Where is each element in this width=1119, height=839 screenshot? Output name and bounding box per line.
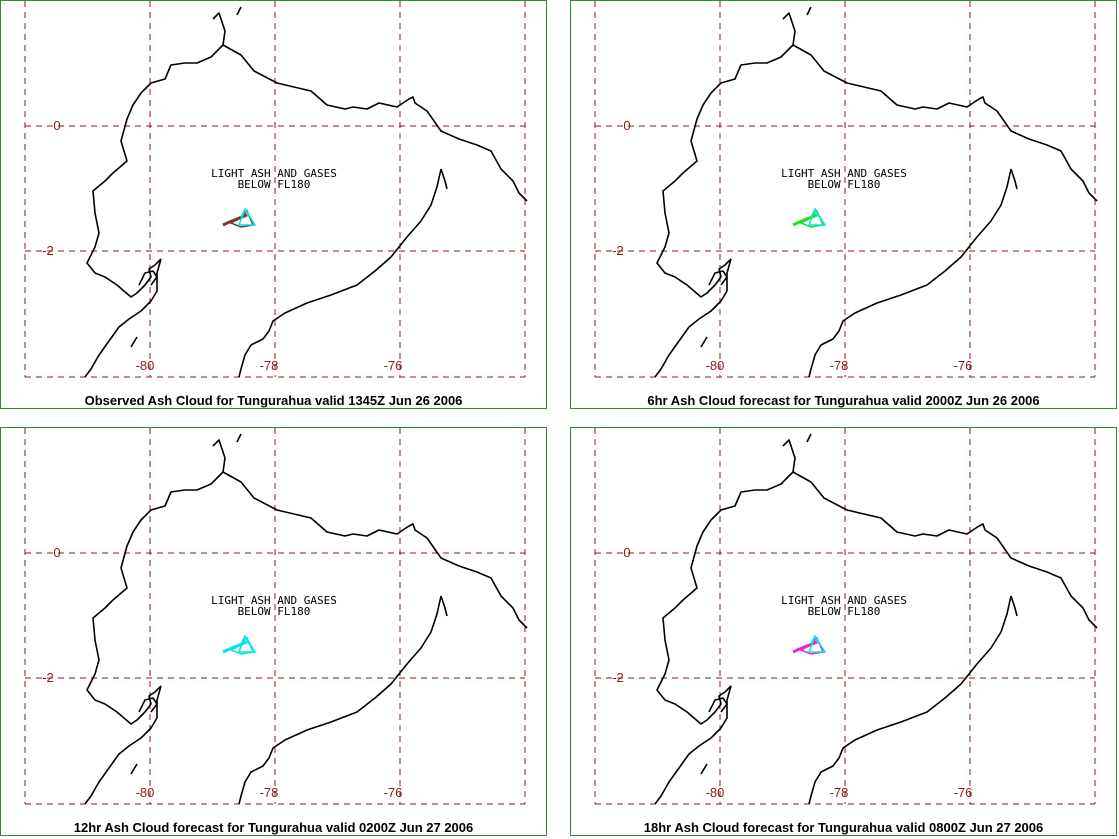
ash-cloud-label-line1: LIGHT ASH AND GASES [781,167,907,180]
coastline [808,168,1012,378]
longitude-label: -78 [830,785,849,800]
ash-cloud-label-line1: LIGHT ASH AND GASES [211,167,337,180]
coastline [212,439,528,629]
coastline [84,685,162,805]
coastline [212,12,528,202]
ash-cloud-label-line1: LIGHT ASH AND GASES [211,594,337,607]
ash-cloud-label-line2: BELOW FL180 [238,178,311,191]
volcano-source-marker-icon [807,207,827,226]
longitude-label: -76 [954,785,973,800]
coastline [808,595,1012,805]
coastline [782,12,1098,202]
coastline [700,763,708,775]
coastline [138,697,158,713]
coastline [130,336,138,348]
map-panel-12hr: -80 -78 -76 0 -2 LIGHT ASH AND GASES BELOW FL1… [0,427,547,836]
volcano-source-marker-icon [237,634,257,653]
longitude-label: -80 [706,785,725,800]
longitude-label: -76 [384,358,403,373]
coastline [236,433,242,443]
longitude-label: -80 [136,785,155,800]
coastline [130,763,138,775]
panel-caption: 6hr Ash Cloud forecast for Tungurahua va… [647,393,1040,408]
coastline [654,258,732,378]
coastline [236,6,242,16]
volcano-source-marker-icon [807,634,827,653]
panel-caption: Observed Ash Cloud for Tungurahua valid … [84,393,463,408]
ash-cloud-core [222,213,248,227]
longitude-label: -76 [384,785,403,800]
volcano-source-marker-icon [240,635,250,645]
coastline [806,433,812,443]
coastline [806,6,812,16]
panel-caption: 12hr Ash Cloud forecast for Tungurahua v… [73,820,474,835]
coastline [700,336,708,348]
ash-cloud-label-line2: BELOW FL180 [238,605,311,618]
ash-cloud-core [792,213,818,227]
longitude-label: -76 [954,358,973,373]
ash-cloud-label-line2: BELOW FL180 [808,605,881,618]
coastline [656,471,794,725]
coastline [440,168,448,190]
latitude-label: -2 [42,670,54,685]
coastline [238,168,442,378]
coastline [656,44,794,298]
longitude-label: -78 [830,358,849,373]
ash-cloud-core [222,640,248,654]
volcano-source-marker-icon [240,208,250,218]
latitude-label: 0 [53,118,60,133]
latitude-label: -2 [612,670,624,685]
map-panel-18hr: -80 -78 -76 0 -2 LIGHT ASH AND GASES BELOW FL1… [570,427,1117,836]
ash-cloud-core [792,640,818,654]
ash-cloud-label-line2: BELOW FL180 [808,178,881,191]
latitude-label: 0 [623,545,630,560]
longitude-label: -78 [260,785,279,800]
longitude-label: -80 [136,358,155,373]
coastline [654,685,732,805]
map-panel-6hr: -80 -78 -76 0 -2 LIGHT ASH AND GASES BELOW FL1… [570,0,1117,409]
volcano-source-marker-icon [810,635,820,645]
coastline [1010,168,1018,190]
coastline [1010,595,1018,617]
coastline [440,595,448,617]
longitude-label: -80 [706,358,725,373]
panel-caption: 18hr Ash Cloud forecast for Tungurahua v… [643,820,1044,835]
coastline [138,270,158,286]
coastline [86,44,224,298]
ash-cloud-label-line1: LIGHT ASH AND GASES [781,594,907,607]
coastline [238,595,442,805]
latitude-label: -2 [42,243,54,258]
coastline [86,471,224,725]
coastline [708,697,728,713]
coastline [708,270,728,286]
coastline [782,439,1098,629]
latitude-label: -2 [612,243,624,258]
map-panel-observed: -80 -78 -76 0 -2 LIGHT ASH AND GASES BELOW FL1… [0,0,547,409]
latitude-label: 0 [53,545,60,560]
longitude-label: -78 [260,358,279,373]
coastline [84,258,162,378]
latitude-label: 0 [623,118,630,133]
volcano-source-marker-icon [237,207,257,226]
volcano-source-marker-icon [810,208,820,218]
